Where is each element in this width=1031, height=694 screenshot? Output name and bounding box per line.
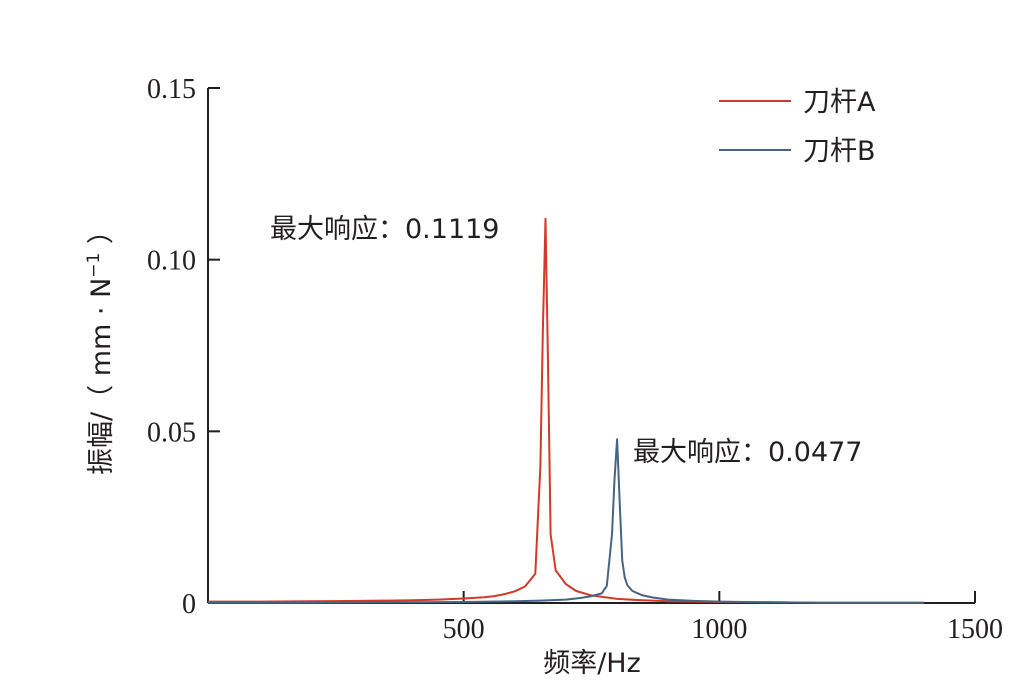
y-tick-label: 0.05: [147, 417, 196, 448]
annotation-max-response-a: 最大响应：0.1119: [270, 214, 499, 245]
x-axis-title: 频率/Hz: [543, 648, 641, 679]
y-axis-title-main: 振幅/（ mm · N: [86, 278, 117, 475]
legend-label-a: 刀杆A: [803, 87, 876, 118]
series-line-a: [208, 217, 924, 604]
x-tick-label: 500: [443, 614, 485, 645]
annotation-max-response-b: 最大响应：0.0477: [633, 437, 862, 468]
y-axis-title: 振幅/（ mm · N−1 ）: [84, 217, 117, 475]
x-tick-label: 1500: [947, 614, 1003, 645]
y-axis-title-superscript: −1: [84, 253, 104, 278]
y-axis-title-close: ）: [86, 217, 117, 253]
x-ticks: 500 1000 1500: [443, 591, 1003, 645]
y-tick-label: 0: [182, 589, 196, 620]
legend: 刀杆A 刀杆B: [719, 87, 876, 167]
y-tick-label: 0.10: [147, 246, 196, 277]
legend-label-b: 刀杆B: [803, 136, 876, 167]
y-tick-label: 0.15: [147, 74, 196, 105]
y-ticks: 0 0.05 0.10 0.15: [147, 74, 220, 620]
series-line-b: [208, 438, 924, 604]
series-group: [208, 217, 924, 604]
x-tick-label: 1000: [691, 614, 747, 645]
